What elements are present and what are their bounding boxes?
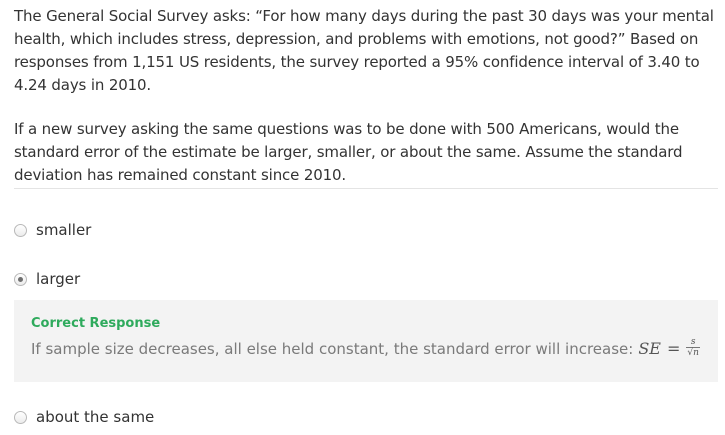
question-divider [14,188,718,189]
formula-numerator: s [690,337,696,347]
feedback-explanation: If sample size decreases, all else held … [31,337,700,359]
standard-error-formula: SE = s √n [638,337,700,359]
radio-button-selected[interactable] [14,272,27,286]
option-smaller[interactable]: smaller [14,218,91,242]
option-about-the-same[interactable]: about the same [14,405,154,429]
option-label: larger [36,270,81,288]
question-text: The General Social Survey asks: “For how… [14,5,714,187]
radio-button[interactable] [14,410,27,424]
question-paragraph-context: The General Social Survey asks: “For how… [14,7,714,94]
option-larger[interactable]: larger [14,267,80,291]
feedback-title: Correct Response [31,316,161,331]
formula-lhs: SE [638,339,661,358]
formula-denominator-n: n [693,347,699,358]
radio-button[interactable] [14,223,27,237]
formula-fraction: s √n [686,337,700,358]
feedback-text: If sample size decreases, all else held … [31,339,634,358]
formula-denominator: √n [686,347,700,358]
feedback-panel: Correct Response If sample size decrease… [14,300,718,382]
sqrt-symbol: √ [687,348,694,358]
question-paragraph-prompt: If a new survey asking the same question… [14,120,683,184]
option-label: about the same [36,408,155,426]
option-label: smaller [36,221,92,239]
formula-equals: = [666,339,681,358]
